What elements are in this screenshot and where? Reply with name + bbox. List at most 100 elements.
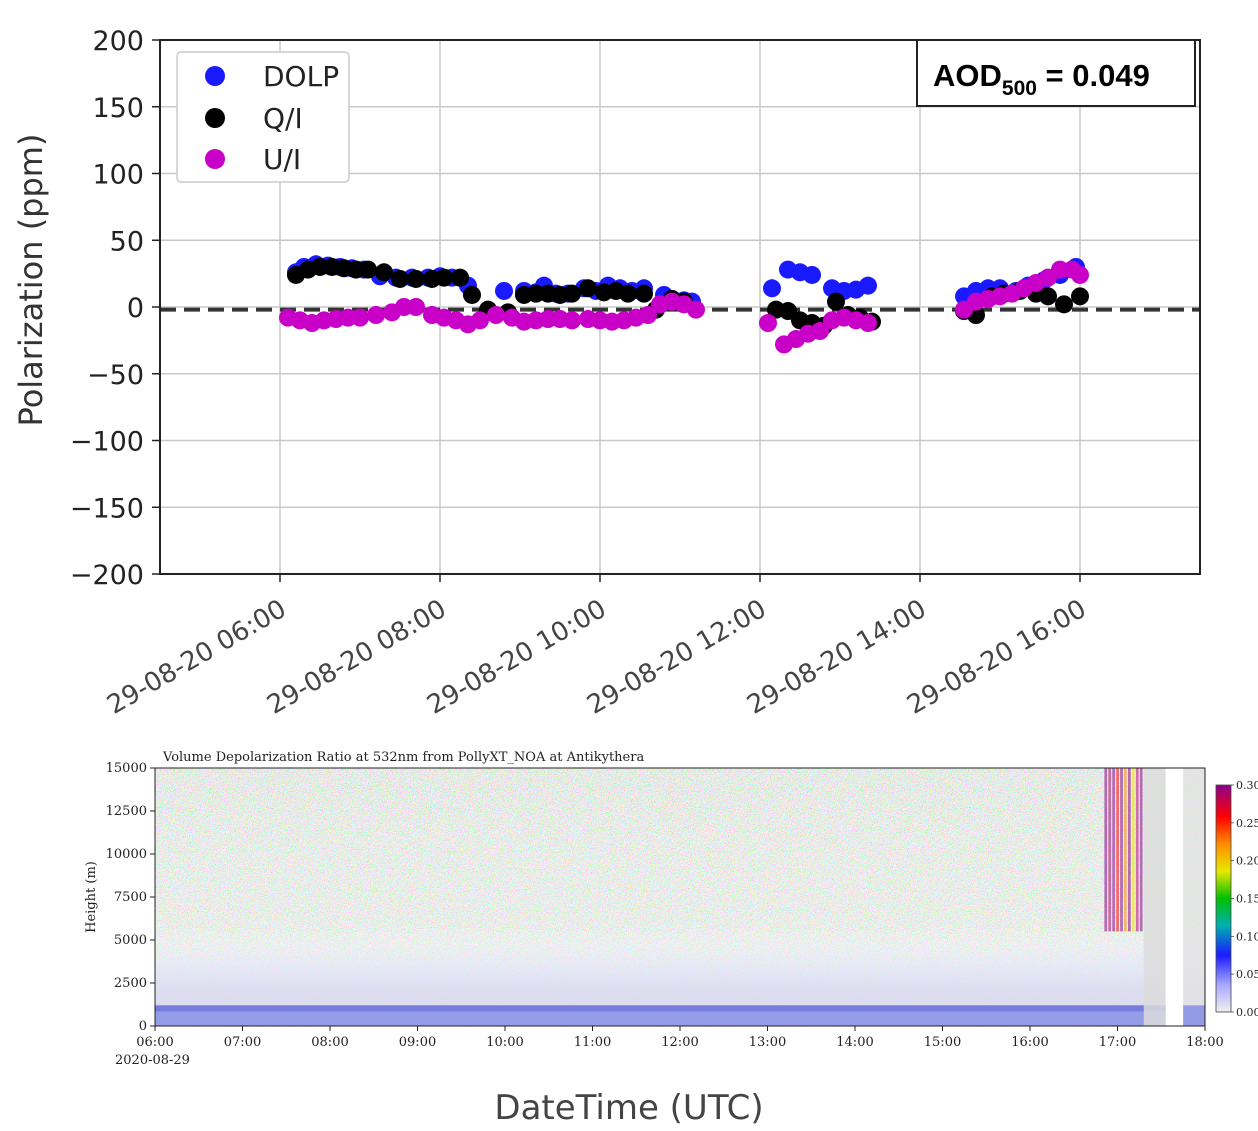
legend-marker-ui	[205, 149, 225, 169]
y-axis-ticks: 200 150 100 50 0 −50 −100 −150 −200	[70, 26, 160, 591]
aod-annotation-box	[916, 39, 1196, 107]
heatmap-y-tick-label: 5000	[114, 933, 147, 948]
legend-label-qi: Q/I	[263, 102, 303, 135]
heatmap-date-label: 2020-08-29	[115, 1053, 190, 1068]
point-qi	[375, 263, 393, 282]
point-qi	[1055, 295, 1073, 314]
heatmap-x-tick-label: 12:00	[661, 1035, 698, 1050]
heatmap-y-label: Height (m)	[84, 861, 99, 933]
colorbar-tick-label: 0.15	[1236, 893, 1258, 906]
heatmap-x-ticks: 06:00 07:00 08:00 09:00 10:00 11:00 12:00 13:00…	[136, 1026, 1224, 1050]
point-ui	[563, 311, 581, 330]
point-dolp	[495, 281, 513, 300]
heatmap-lower-fade	[155, 768, 1205, 1026]
colorbar-ticks: 0.30 0.25 0.20 0.15 0.10 0.05 0.00	[1231, 779, 1258, 1019]
heatmap-y-tick-label: 7500	[114, 890, 147, 905]
x-tick-label: 29-08-20 10:00	[422, 594, 611, 721]
colorbar-gradient	[1215, 784, 1232, 1013]
colorbar-tick-label: 0.00	[1236, 1006, 1258, 1019]
boundary-layer-top-edge	[155, 1005, 1205, 1012]
heatmap-x-tick-label: 07:00	[224, 1035, 261, 1050]
point-qi	[391, 269, 409, 288]
cloud-streak	[1128, 768, 1131, 932]
point-ui	[471, 311, 489, 330]
aod-label: AOD	[933, 58, 1002, 93]
heatmap-x-tick-label: 15:00	[924, 1035, 961, 1050]
point-ui	[759, 314, 777, 333]
point-qi	[359, 260, 377, 279]
heatmap-x-tick-label: 08:00	[311, 1035, 348, 1050]
legend-label-ui: U/I	[263, 143, 301, 176]
x-tick-label: 29-08-20 06:00	[102, 594, 291, 721]
cloud-streak	[1131, 768, 1135, 932]
x-tick-label: 29-08-20 14:00	[742, 594, 931, 721]
cloud-streak	[1104, 768, 1108, 932]
aod-value: = 0.049	[1037, 58, 1150, 93]
point-qi	[435, 268, 453, 287]
legend: DOLP Q/I U/I	[176, 51, 350, 183]
colorbar-tick-label: 0.25	[1236, 817, 1258, 830]
point-dolp	[803, 265, 821, 284]
cloud-streak	[1112, 768, 1116, 932]
heatmap-x-tick-label: 13:00	[749, 1035, 786, 1050]
heatmap-x-tick-label: 14:00	[836, 1035, 873, 1050]
y-tick-label: −150	[70, 493, 144, 524]
x-tick-label: 29-08-20 08:00	[262, 594, 451, 721]
colorbar-tick-label: 0.20	[1236, 855, 1258, 868]
no-signal-region	[1143, 768, 1166, 1026]
aod-annotation: AOD500 = 0.049	[916, 39, 1196, 107]
legend-marker-qi	[205, 108, 225, 128]
cloud-streak	[1108, 768, 1112, 932]
colorbar-tick-label: 0.10	[1236, 930, 1258, 943]
colorbar-tick-label: 0.30	[1236, 779, 1258, 792]
point-dolp	[763, 279, 781, 298]
y-axis-label: Polarization (ppm)	[12, 134, 50, 427]
y-tick-label: −100	[70, 427, 144, 458]
point-qi	[619, 284, 637, 303]
point-qi	[579, 279, 597, 298]
heatmap-x-tick-label: 18:00	[1186, 1035, 1223, 1050]
cloud-streak	[1139, 768, 1143, 932]
y-tick-label: 50	[110, 226, 144, 257]
y-tick-label: −200	[70, 560, 144, 591]
heatmap-x-tick-label: 17:00	[1099, 1035, 1136, 1050]
series-ui	[279, 260, 1089, 354]
x-tick-label: 29-08-20 16:00	[902, 594, 1091, 721]
point-qi	[1071, 287, 1089, 306]
cloud-streak	[1124, 768, 1127, 932]
y-tick-label: 200	[92, 26, 144, 57]
heatmap-y-tick-label: 2500	[114, 976, 147, 991]
point-ui	[639, 306, 657, 325]
aod-subscript: 500	[1002, 77, 1037, 100]
svg-text:AOD500 = 0.049: AOD500 = 0.049	[933, 58, 1150, 100]
point-qi	[635, 284, 653, 303]
heatmap-x-tick-label: 10:00	[486, 1035, 523, 1050]
heatmap-y-tick-label: 0	[139, 1019, 147, 1034]
data-gap	[1165, 768, 1184, 1026]
x-tick-label: 29-08-20 12:00	[582, 594, 771, 721]
point-qi	[407, 269, 425, 288]
data-points	[279, 255, 1089, 354]
y-tick-label: 150	[92, 93, 144, 124]
heatmap-title: Volume Depolarization Ratio at 532nm fro…	[162, 750, 644, 765]
point-ui	[811, 322, 829, 341]
heatmap-field	[155, 768, 1205, 1026]
heatmap-x-tick-label: 11:00	[574, 1035, 611, 1050]
colorbar-tick-label: 0.05	[1236, 968, 1258, 981]
cloud-streak	[1120, 768, 1123, 932]
y-tick-label: 0	[127, 293, 144, 324]
y-tick-label: 100	[92, 160, 144, 191]
point-qi	[563, 284, 581, 303]
heatmap-y-tick-label: 10000	[106, 847, 147, 862]
point-ui	[367, 306, 385, 325]
depolarization-heatmap-chart: Volume Depolarization Ratio at 532nm fro…	[84, 750, 1258, 1068]
legend-marker-dolp	[205, 66, 225, 86]
y-tick-label: −50	[87, 360, 144, 391]
point-ui	[687, 300, 705, 319]
point-ui	[1071, 265, 1089, 284]
colorbar: 0.30 0.25 0.20 0.15 0.10 0.05 0.00	[1215, 779, 1258, 1019]
heatmap-x-tick-label: 06:00	[136, 1035, 173, 1050]
legend-label-dolp: DOLP	[263, 60, 339, 93]
heatmap-y-tick-label: 15000	[106, 761, 147, 776]
